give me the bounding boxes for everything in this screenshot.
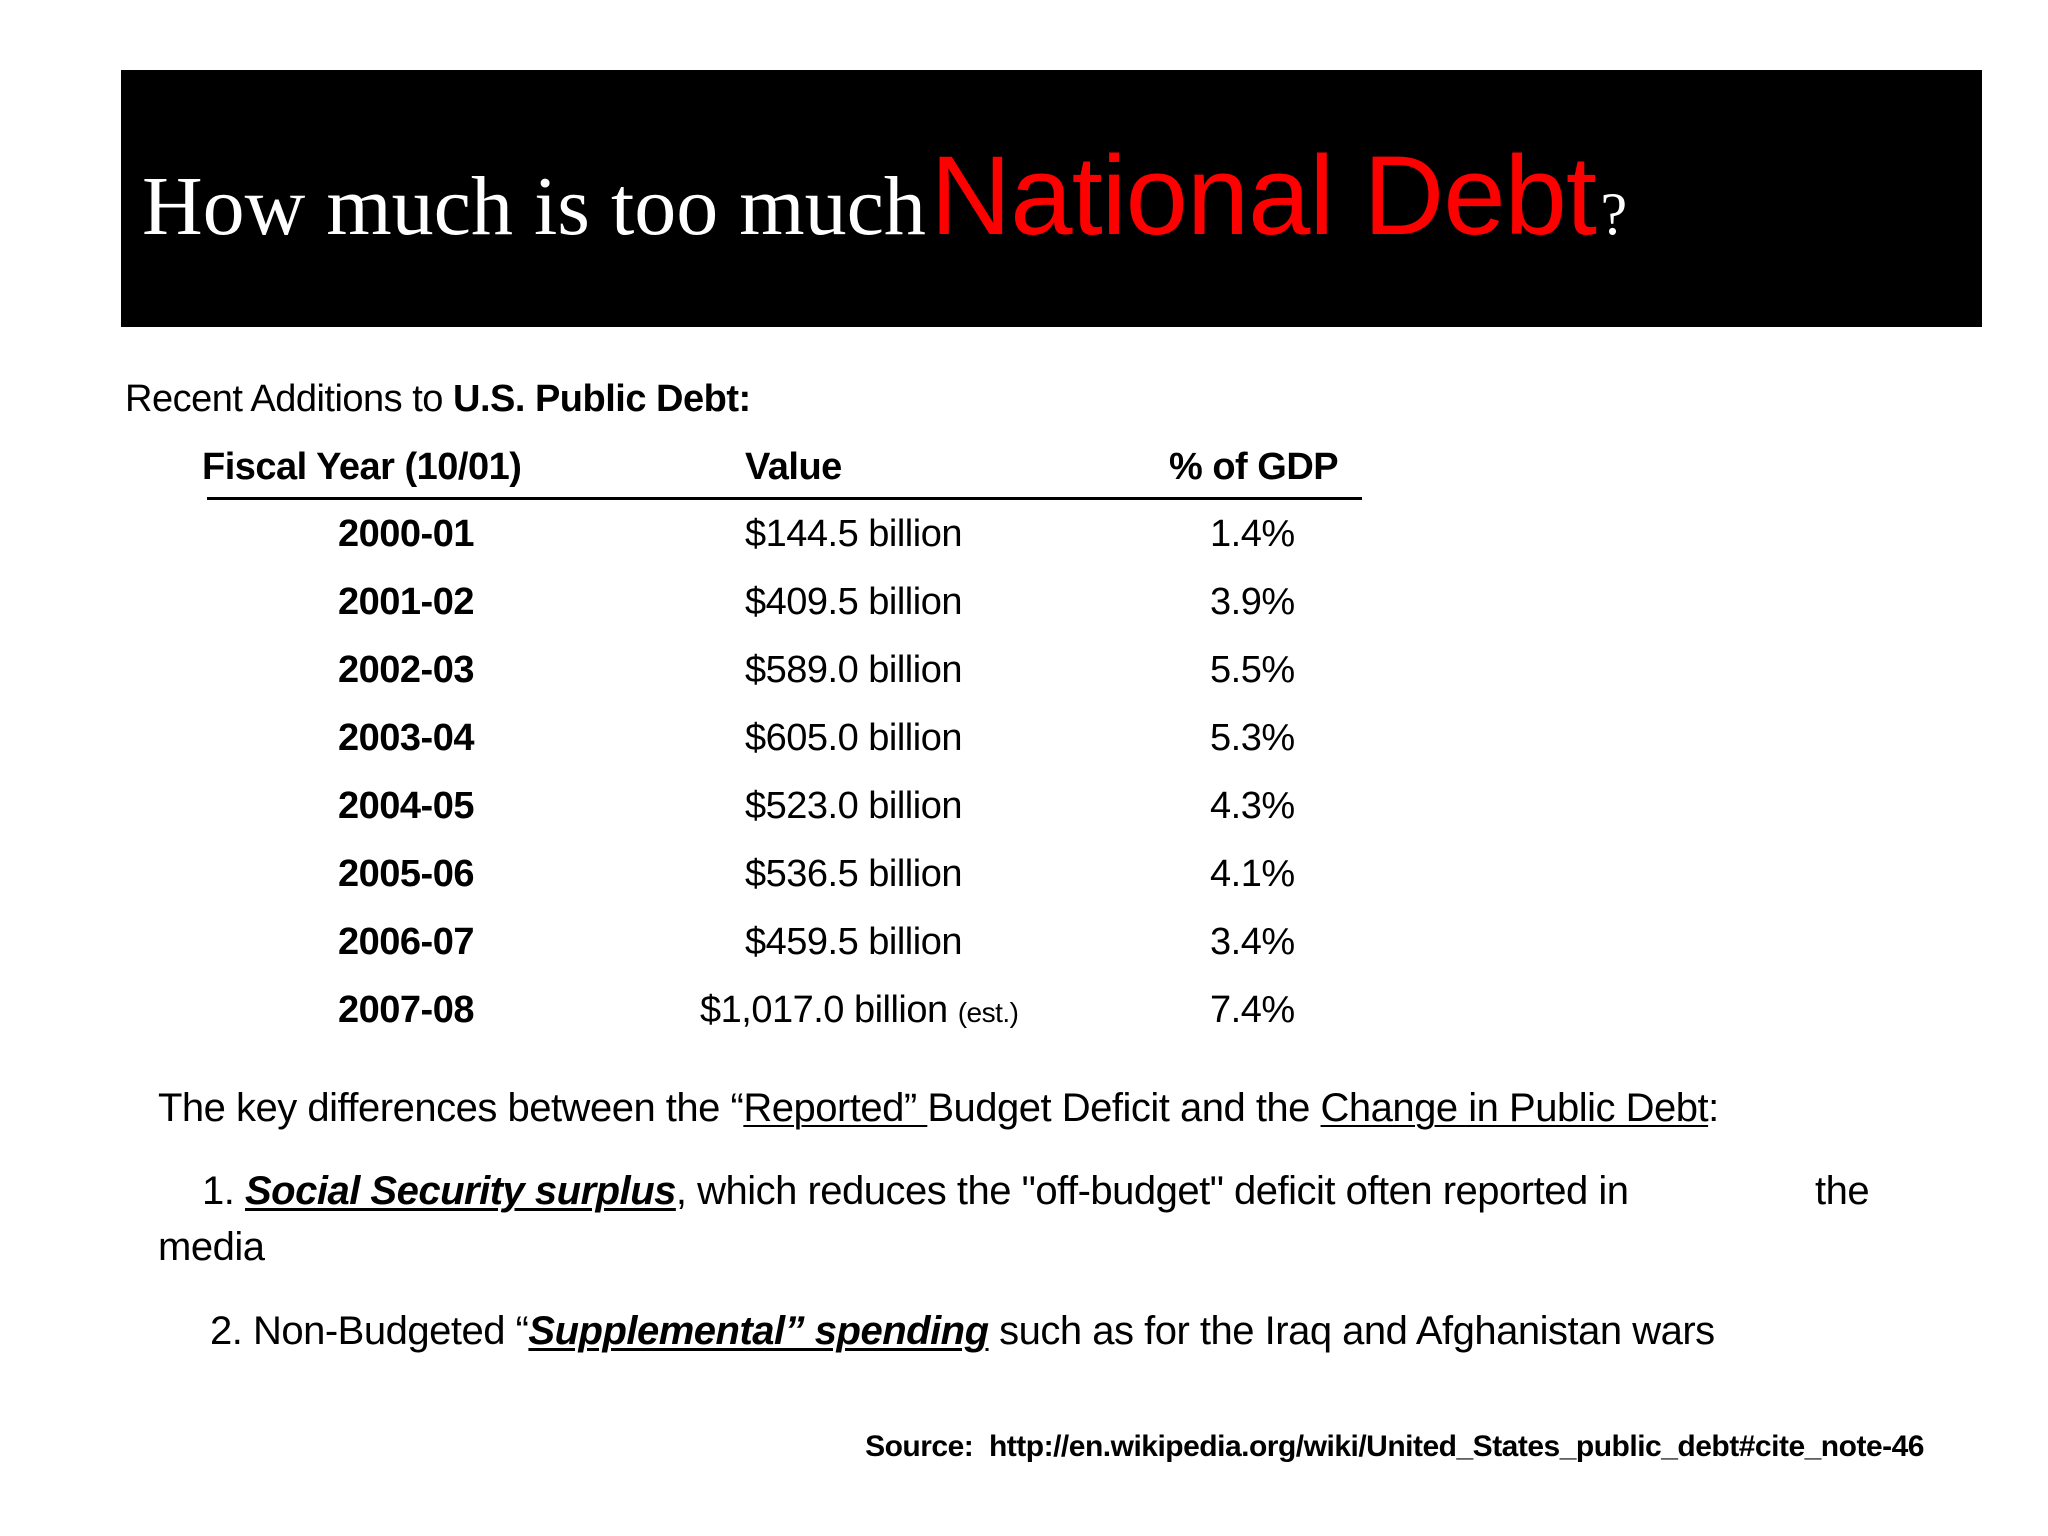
row-gdp: 1.4% [1210, 513, 1295, 555]
row-gdp: 7.4% [1210, 989, 1295, 1031]
row-gdp: 4.3% [1210, 785, 1295, 827]
item-text: such as for the Iraq and Afghanistan war… [988, 1309, 1715, 1353]
row-value: $605.0 billion [745, 717, 962, 759]
item-number: 2. [210, 1309, 243, 1353]
table-row: 2003-04 $605.0 billion 5.3% [0, 717, 2048, 777]
header-fiscal-year: Fiscal Year (10/01) [202, 446, 522, 488]
row-value: $459.5 billion [745, 921, 962, 963]
intro-text: Recent Additions to [125, 378, 443, 420]
table-row: 2005-06 $536.5 billion 4.1% [0, 853, 2048, 913]
differences-heading: The key differences between the “Reporte… [158, 1086, 1719, 1131]
table-intro: Recent Additions to U.S. Public Debt: [125, 378, 751, 421]
table-row: 2006-07 $459.5 billion 3.4% [0, 921, 2048, 981]
row-gdp: 3.4% [1210, 921, 1295, 963]
title-highlight: National Debt [930, 133, 1597, 258]
row-gdp: 5.3% [1210, 717, 1295, 759]
row-year: 2001-02 [338, 581, 474, 623]
header-value: Value [745, 446, 842, 488]
list-item-1-wrap: media [158, 1225, 265, 1269]
header-rule [207, 497, 1362, 500]
differences-post: : [1708, 1086, 1719, 1130]
row-year: 2004-05 [338, 785, 474, 827]
row-value: $536.5 billion [745, 853, 962, 895]
row-value-note: (est.) [957, 997, 1019, 1028]
table-row: 2001-02 $409.5 billion 3.9% [0, 581, 2048, 641]
item-emphasis: Supplemental” spending [528, 1309, 989, 1353]
change-in-public-debt-underlined: Change in Public Debt [1320, 1086, 1709, 1130]
table-row: 2007-08 $1,017.0 billion (est.) 7.4% [0, 989, 2048, 1049]
intro-bold: U.S. Public Debt: [453, 378, 751, 420]
row-value: $409.5 billion [745, 581, 962, 623]
list-item-2: 2. Non-Budgeted “Supplemental” spending … [210, 1309, 1715, 1354]
list-item-1-trail: the [1815, 1169, 1870, 1213]
title-lead: How much is too much [142, 160, 926, 253]
table-row: 2004-05 $523.0 billion 4.3% [0, 785, 2048, 845]
item-number: 1. [202, 1169, 235, 1213]
row-gdp: 5.5% [1210, 649, 1295, 691]
source-label: Source: [865, 1430, 974, 1463]
row-gdp: 3.9% [1210, 581, 1295, 623]
table-row: 2000-01 $144.5 billion 1.4% [0, 513, 2048, 573]
reported-underlined: Reported” [743, 1086, 928, 1130]
row-year: 2003-04 [338, 717, 474, 759]
slide-title: How much is too much National Debt ? [142, 140, 1627, 252]
item-emphasis: Social Security surplus [244, 1169, 676, 1213]
row-value: $589.0 billion [745, 649, 962, 691]
differences-mid: Budget Deficit and the [927, 1086, 1321, 1130]
row-year: 2005-06 [338, 853, 474, 895]
row-gdp: 4.1% [1210, 853, 1295, 895]
row-value-amount: $1,017.0 billion [700, 989, 948, 1031]
row-year: 2006-07 [338, 921, 474, 963]
differences-pre: The key differences between the “ [158, 1086, 744, 1130]
source-citation: Source: http://en.wikipedia.org/wiki/Uni… [865, 1430, 1924, 1464]
title-banner [121, 70, 1982, 327]
row-year: 2002-03 [338, 649, 474, 691]
row-value: $144.5 billion [745, 513, 962, 555]
row-value: $523.0 billion [745, 785, 962, 827]
title-question-mark: ? [1600, 181, 1628, 247]
header-gdp: % of GDP [1169, 446, 1339, 488]
item-pre: Non-Budgeted “ [252, 1309, 529, 1353]
row-year: 2000-01 [338, 513, 474, 555]
table-row: 2002-03 $589.0 billion 5.5% [0, 649, 2048, 709]
row-value: $1,017.0 billion (est.) [700, 989, 1019, 1032]
row-year: 2007-08 [338, 989, 474, 1031]
list-item-1: 1. Social Security surplus, which reduce… [202, 1169, 1629, 1214]
item-text: , which reduces the "off-budget" deficit… [675, 1169, 1629, 1213]
source-url[interactable]: http://en.wikipedia.org/wiki/United_Stat… [988, 1430, 1925, 1463]
